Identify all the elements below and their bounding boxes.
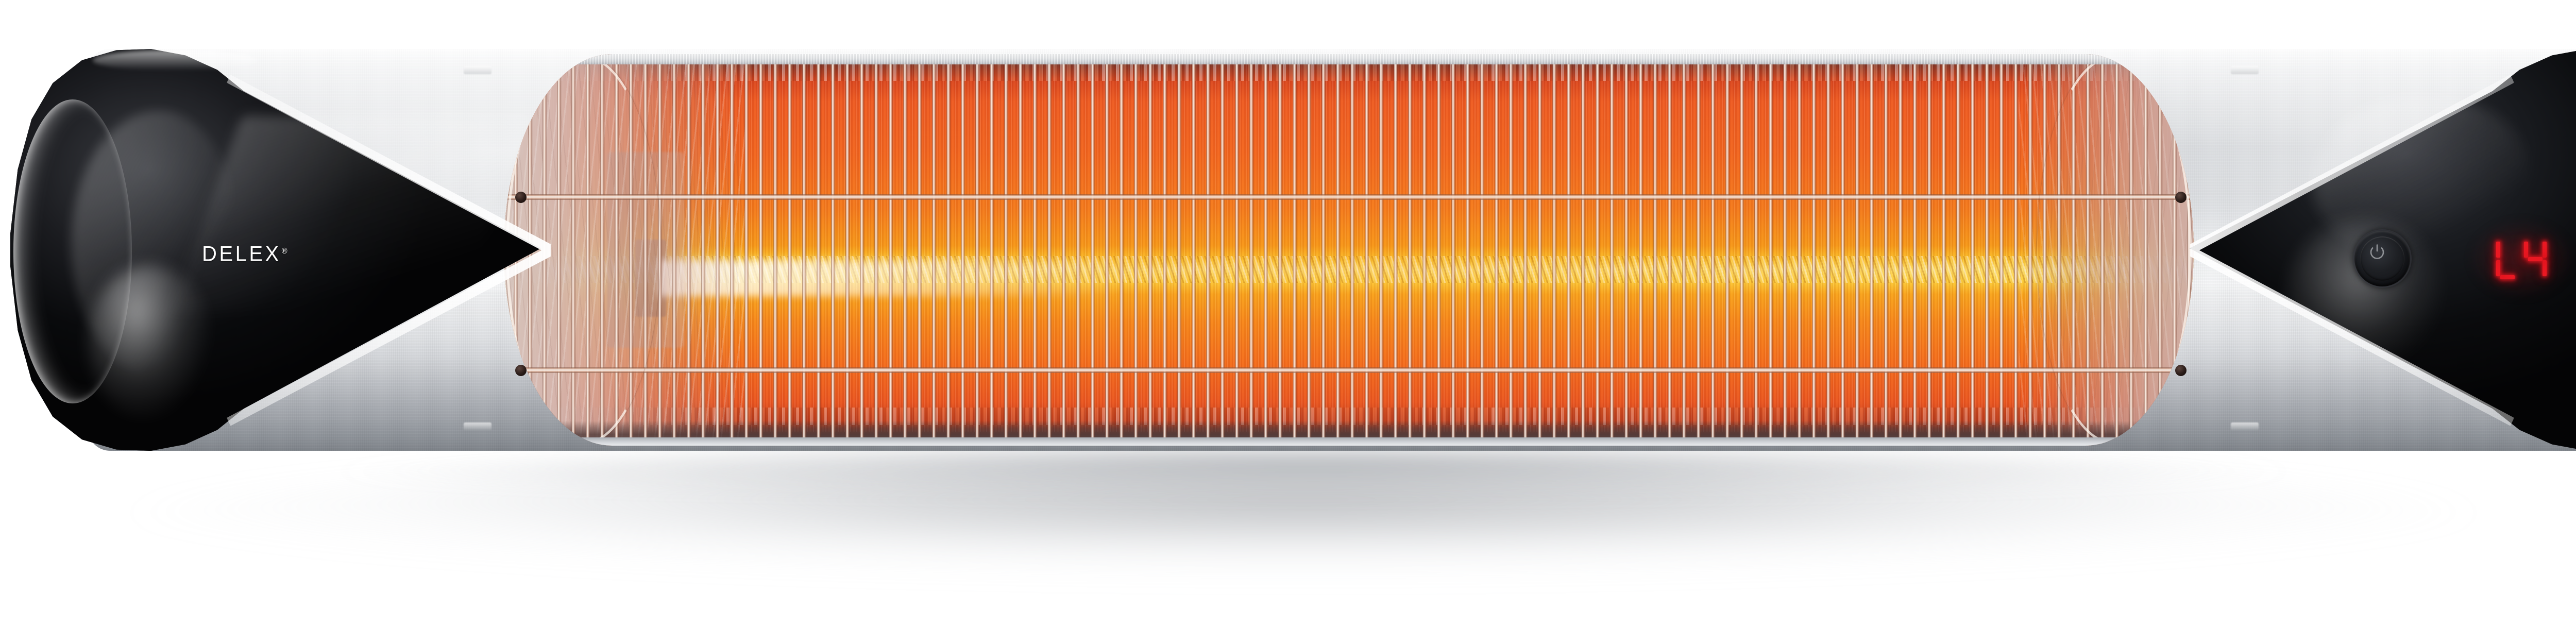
grille-frame-top bbox=[504, 54, 2194, 64]
drop-shadow bbox=[88, 453, 2519, 608]
power-button[interactable] bbox=[2354, 231, 2410, 286]
grille-horizontal-wire bbox=[504, 367, 2194, 373]
led-glow-halo bbox=[2473, 223, 2570, 295]
grille-horizontal-wire bbox=[504, 194, 2194, 200]
left-cap-gloss-spot bbox=[88, 265, 211, 420]
drop-shadow-core bbox=[268, 449, 2360, 516]
brand-logo: DELEX® bbox=[202, 243, 341, 265]
grille-frame-bottom bbox=[504, 437, 2194, 446]
led-display: L4 bbox=[2473, 223, 2570, 295]
power-button-inner bbox=[2360, 236, 2404, 281]
grille-cap-right bbox=[2037, 55, 2192, 445]
grille-wire-stud bbox=[2175, 365, 2187, 376]
heating-element-assembly bbox=[504, 54, 2194, 446]
grille-wire-stud bbox=[515, 365, 527, 376]
body-vent-mark bbox=[2231, 66, 2259, 74]
body-vent-mark bbox=[2231, 422, 2259, 431]
led-digit bbox=[2496, 239, 2519, 279]
body-vent-mark bbox=[464, 66, 492, 74]
power-icon bbox=[2370, 244, 2384, 259]
body-vent-mark bbox=[464, 422, 492, 431]
brand-logo-text: DELEX bbox=[202, 242, 281, 266]
grille-wire-stud bbox=[515, 192, 527, 203]
grille-wire-stud bbox=[2175, 192, 2187, 203]
grille-vertical-wires bbox=[504, 54, 2194, 446]
grille-frame-top-grain bbox=[504, 54, 2194, 64]
left-cap-rim-highlight bbox=[13, 99, 132, 403]
led-digit bbox=[2524, 239, 2547, 279]
registered-trademark-icon: ® bbox=[281, 246, 287, 256]
left-cap-top-rim-highlight bbox=[93, 50, 258, 71]
left-end-cap bbox=[10, 49, 551, 451]
